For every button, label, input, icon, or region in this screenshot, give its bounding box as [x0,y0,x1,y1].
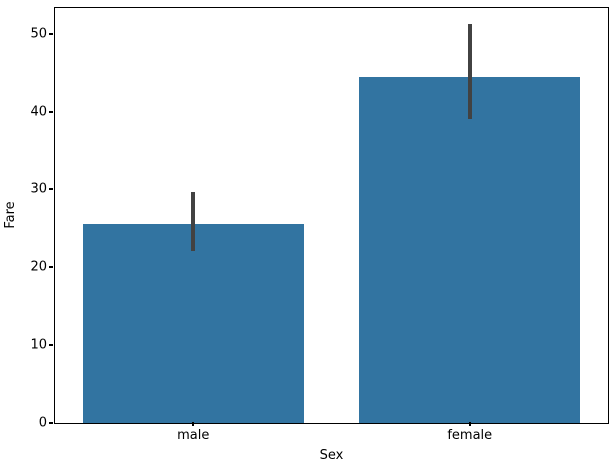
bar-male [82,224,304,423]
x-tick-label-male: male [177,428,210,443]
y-tick-label: 50 [30,26,47,42]
y-tick-mark [49,266,53,269]
x-tick-mark [192,422,195,426]
y-tick-label: 20 [30,259,47,275]
bar-female [359,76,581,423]
y-tick-mark [49,422,53,424]
error-bar-female [467,23,472,119]
y-tick-label: 30 [30,181,47,197]
x-tick-label-female: female [447,428,493,443]
y-tick-label: 0 [38,415,47,431]
y-tick-mark [49,110,53,113]
y-tick-label: 40 [30,104,47,120]
y-tick-mark [49,344,53,347]
x-tick-mark [468,422,471,426]
error-bar-male [191,191,196,251]
x-axis-label: Sex [319,448,344,463]
y-tick-label: 10 [30,337,47,353]
plot-area: 0 10 20 30 40 50 male female [30,7,609,443]
y-tick-mark [49,32,53,35]
y-tick-mark [49,188,53,191]
y-axis-label: Fare [3,201,18,229]
